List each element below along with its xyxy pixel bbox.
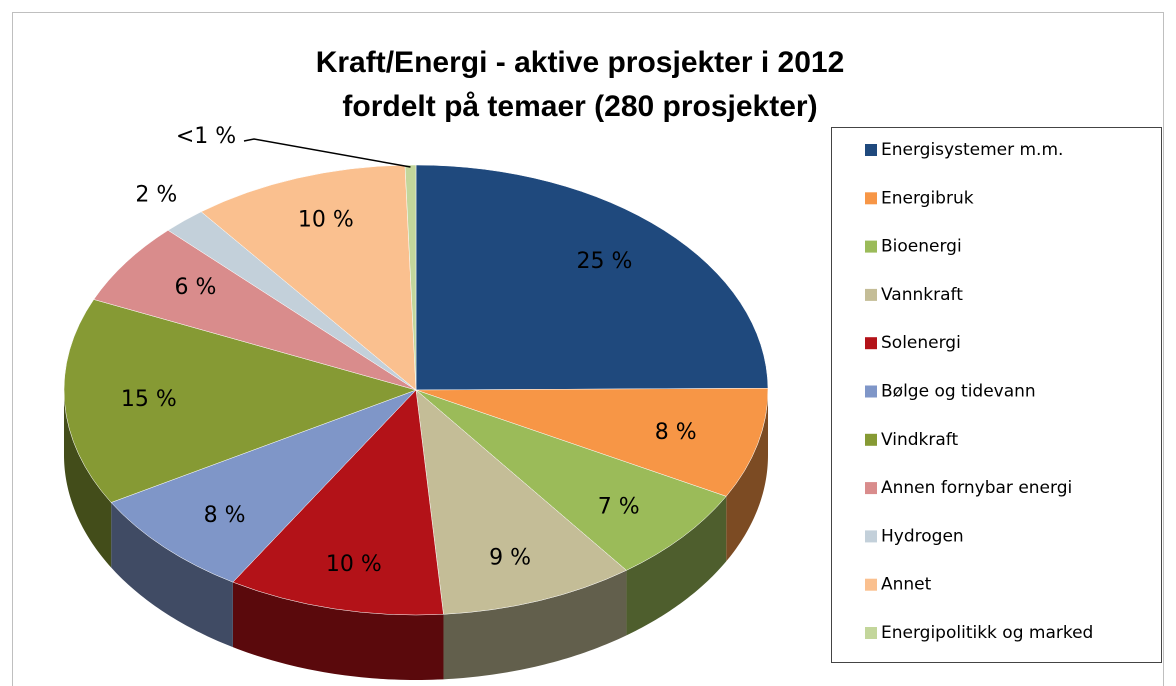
pie-slice	[415, 389, 727, 571]
legend-label: Hydrogen	[881, 526, 964, 546]
data-label: 25 %	[576, 249, 632, 274]
legend-label: Energibruk	[881, 188, 974, 208]
legend-swatch	[865, 627, 877, 639]
data-label: 9 %	[489, 545, 531, 570]
pie-slice	[93, 229, 417, 391]
legend-swatch	[865, 288, 877, 301]
pie-slice	[404, 164, 417, 391]
legend-swatch	[865, 578, 877, 591]
data-label: 7 %	[598, 494, 640, 519]
legend-swatch	[865, 240, 877, 253]
data-label: 6 %	[175, 275, 217, 300]
pie-slice	[415, 389, 627, 615]
legend-label: Energipolitikk og marked	[881, 623, 1093, 643]
data-label: 10 %	[326, 552, 382, 577]
chart-title: Kraft/Energi - aktive prosjekter i 2012	[316, 46, 845, 79]
legend-box	[831, 127, 1162, 663]
pie-side	[726, 390, 768, 562]
data-label: 2 %	[135, 182, 177, 207]
pie-slice	[110, 389, 417, 583]
pie-slice	[415, 387, 769, 497]
pie-side	[111, 502, 233, 648]
data-label: 15 %	[121, 387, 177, 412]
legend-label: Vannkraft	[881, 285, 963, 305]
pie-side	[443, 570, 627, 680]
legend-label: Energisystemer m.m.	[881, 140, 1063, 160]
pie-slice	[415, 164, 769, 391]
pie-side	[64, 390, 112, 568]
legend-swatch	[865, 433, 877, 446]
leader-line	[243, 138, 411, 168]
legend-swatch	[865, 482, 877, 495]
pie-side	[232, 582, 444, 680]
legend-label: Bioenergi	[881, 237, 962, 257]
legend-label: Bølge og tidevann	[881, 382, 1036, 402]
data-label: <1 %	[176, 124, 236, 149]
chart-title: fordelt på temaer (280 prosjekter)	[342, 90, 817, 123]
legend-label: Vindkraft	[881, 430, 958, 450]
pie-slice	[63, 299, 417, 503]
legend-swatch	[865, 530, 877, 543]
data-label: 8 %	[655, 420, 697, 445]
legend-swatch	[865, 144, 877, 156]
pie-slice	[200, 164, 417, 391]
legend-swatch	[865, 192, 877, 205]
legend-label: Solenergi	[881, 333, 961, 353]
legend-swatch	[865, 337, 877, 350]
legend-label: Annen fornybar energi	[881, 478, 1072, 498]
legend-label: Annet	[881, 575, 932, 595]
legend-swatch	[865, 385, 877, 398]
pie-slice	[232, 389, 444, 616]
data-label: 10 %	[298, 208, 354, 233]
pie-side	[626, 496, 727, 636]
data-label: 8 %	[204, 503, 246, 528]
